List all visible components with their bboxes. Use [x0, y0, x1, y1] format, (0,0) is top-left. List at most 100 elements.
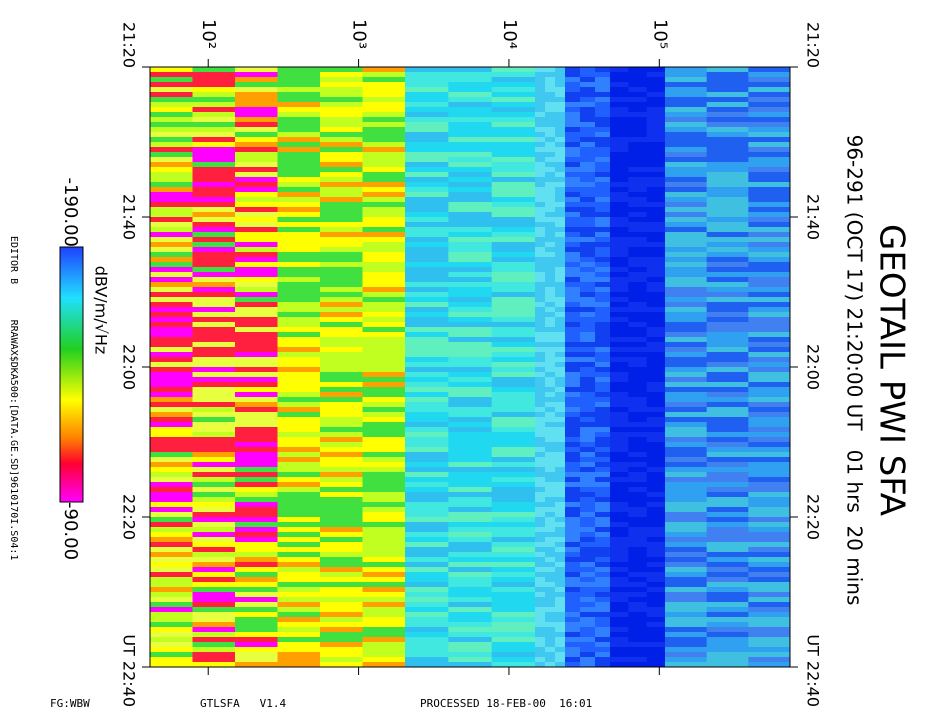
spectrogram-texture — [545, 482, 556, 488]
spectrogram-texture — [706, 142, 749, 148]
spectrogram-texture — [565, 102, 581, 108]
spectrogram-texture — [535, 472, 546, 478]
spectrogram-texture — [610, 157, 629, 163]
spectrogram-texture — [628, 202, 648, 208]
spectrogram-texture — [277, 627, 321, 633]
spectrogram-texture — [646, 397, 666, 403]
spectrogram-texture — [192, 112, 236, 118]
spectrogram-texture — [595, 312, 611, 318]
spectrogram-texture — [491, 302, 536, 308]
spectrogram-texture — [235, 287, 278, 293]
spectrogram-texture — [665, 162, 708, 168]
spectrogram-texture — [192, 367, 236, 373]
spectrogram-texture — [610, 127, 629, 133]
spectrogram-texture — [362, 402, 406, 408]
spectrogram-texture — [491, 347, 536, 353]
spectrogram-texture — [192, 217, 236, 223]
spectrogram-texture — [535, 497, 546, 503]
spectrogram-texture — [706, 647, 749, 653]
spectrogram-texture — [448, 217, 493, 223]
spectrogram-texture — [277, 447, 321, 453]
spectrogram-texture — [150, 612, 193, 618]
spectrogram-texture — [448, 327, 493, 333]
spectrogram-texture — [362, 652, 406, 658]
spectrogram-texture — [565, 452, 581, 458]
spectrogram-texture — [448, 402, 493, 408]
spectrogram-texture — [665, 642, 708, 648]
spectrogram-texture — [535, 467, 546, 473]
spectrogram-texture — [595, 362, 611, 368]
spectrogram-texture — [405, 472, 449, 478]
spectrogram-texture — [565, 177, 581, 183]
spectrogram-texture — [565, 477, 581, 483]
spectrogram-texture — [150, 442, 193, 448]
spectrogram-texture — [192, 537, 236, 543]
spectrogram-texture — [192, 397, 236, 403]
spectrogram-texture — [277, 292, 321, 298]
spectrogram-texture — [706, 462, 749, 468]
spectrogram-texture — [320, 132, 363, 138]
spectrogram-texture — [277, 427, 321, 433]
spectrogram-texture — [491, 247, 536, 253]
spectrogram-texture — [491, 512, 536, 518]
spectrogram-texture — [580, 362, 596, 368]
spectrogram-texture — [628, 512, 648, 518]
spectrogram-texture — [580, 117, 596, 123]
spectrogram-texture — [646, 462, 666, 468]
spectrogram-texture — [706, 257, 749, 263]
spectrogram-texture — [235, 347, 278, 353]
spectrogram-texture — [646, 292, 666, 298]
spectrogram-texture — [555, 262, 566, 268]
spectrogram-texture — [545, 517, 556, 523]
spectrogram-texture — [748, 392, 791, 398]
spectrogram-texture — [448, 322, 493, 328]
spectrogram-texture — [277, 287, 321, 293]
spectrogram-texture — [628, 462, 648, 468]
spectrogram-texture — [646, 262, 666, 268]
spectrogram-texture — [150, 577, 193, 583]
spectrogram-texture — [595, 132, 611, 138]
spectrogram-texture — [748, 422, 791, 428]
spectrogram-texture — [192, 597, 236, 603]
spectrogram-texture — [545, 267, 556, 273]
spectrogram-texture — [192, 327, 236, 333]
spectrogram-texture — [706, 552, 749, 558]
spectrogram-texture — [362, 497, 406, 503]
spectrogram-texture — [150, 482, 193, 488]
spectrogram-texture — [192, 337, 236, 343]
spectrogram-texture — [150, 322, 193, 328]
spectrogram-texture — [628, 532, 648, 538]
spectrogram-texture — [362, 192, 406, 198]
x-tick-label: 10³ — [349, 19, 370, 49]
spectrogram-texture — [628, 232, 648, 238]
spectrogram-texture — [665, 232, 708, 238]
spectrogram-texture — [665, 327, 708, 333]
spectrogram-texture — [491, 142, 536, 148]
spectrogram-texture — [628, 227, 648, 233]
spectrogram-texture — [646, 627, 666, 633]
spectrogram-texture — [192, 562, 236, 568]
spectrogram-texture — [646, 157, 666, 163]
spectrogram-texture — [706, 212, 749, 218]
spectrogram-texture — [150, 467, 193, 473]
spectrogram-texture — [545, 127, 556, 133]
spectrogram-texture — [595, 552, 611, 558]
spectrogram-texture — [595, 297, 611, 303]
spectrogram-texture — [235, 157, 278, 163]
spectrogram-texture — [646, 562, 666, 568]
spectrogram-texture — [320, 102, 363, 108]
spectrogram-texture — [362, 467, 406, 473]
spectrogram-texture — [595, 147, 611, 153]
spectrogram-texture — [555, 627, 566, 633]
spectrogram-texture — [277, 347, 321, 353]
spectrogram-texture — [235, 332, 278, 338]
y-tick-label: 22:00 — [804, 344, 823, 390]
spectrogram-texture — [706, 222, 749, 228]
spectrogram-texture — [595, 182, 611, 188]
spectrogram-texture — [150, 627, 193, 633]
spectrogram-texture — [580, 152, 596, 158]
spectrogram-texture — [320, 652, 363, 658]
spectrogram-texture — [580, 612, 596, 618]
spectrogram-texture — [595, 317, 611, 323]
